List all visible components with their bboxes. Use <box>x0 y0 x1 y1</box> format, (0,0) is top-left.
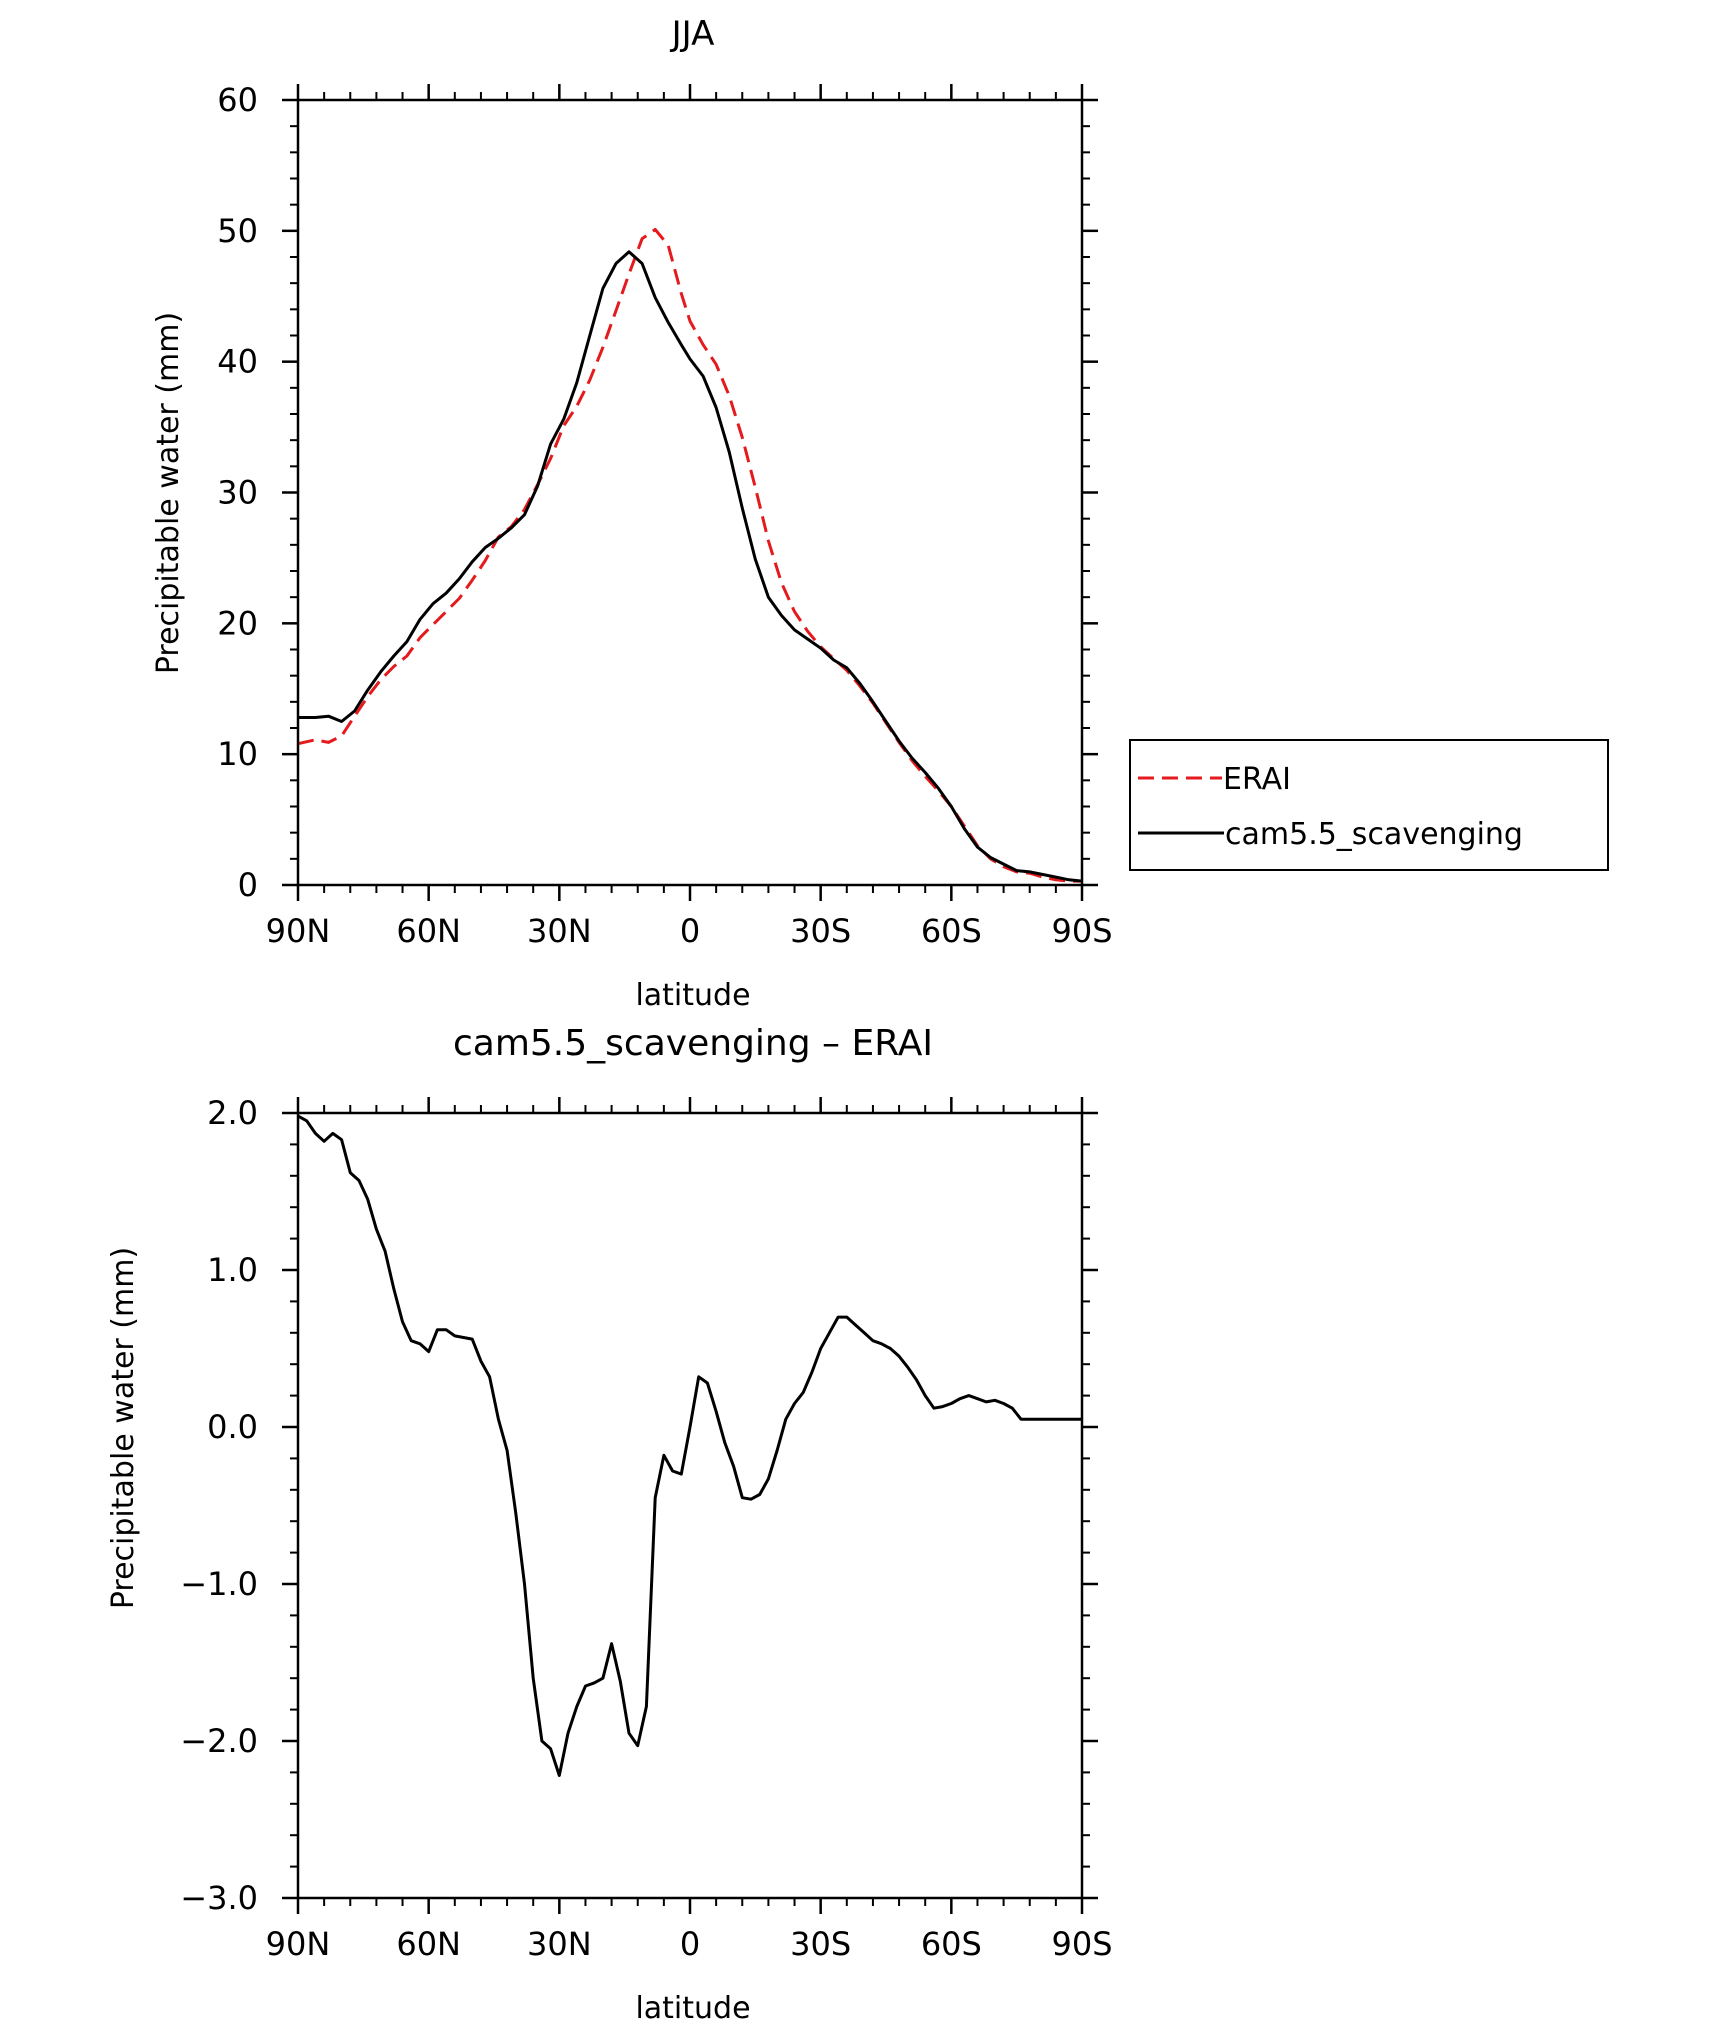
bottom-x-tick-label: 90S <box>1051 1925 1112 1963</box>
top-series-line-cam5-5-scavenging <box>298 250 1083 883</box>
top-x-axis-label: latitude <box>635 978 750 1013</box>
top-x-tick-label: 60S <box>921 912 982 950</box>
top-y-tick-label: 20 <box>217 604 258 642</box>
bottom-y-tick-label: −3.0 <box>180 1879 258 1917</box>
top-y-tick-label: 60 <box>217 81 258 119</box>
top-y-tick-label: 30 <box>217 474 258 512</box>
top-chart-title: JJA <box>670 14 715 54</box>
bottom-plot-frame <box>296 1111 1084 1900</box>
top-y-tick-label: 10 <box>217 735 258 773</box>
bottom-y-tick-label: 0.0 <box>207 1408 258 1446</box>
legend-erai-label: ERAI <box>1223 762 1291 797</box>
bottom-x-tick-label: 0 <box>680 1925 700 1963</box>
bottom-x-tick-label: 90N <box>266 1925 331 1963</box>
top-series-line-erai <box>297 228 1082 883</box>
bottom-x-tick-label: 30N <box>527 1925 592 1963</box>
legend-box <box>1129 739 1609 871</box>
bottom-y-tick-label: −2.0 <box>180 1722 258 1760</box>
top-y-axis-label: Precipitable water (mm) <box>151 312 186 674</box>
bottom-x-tick-label: 30S <box>790 1925 851 1963</box>
top-x-tick-label: 30S <box>790 912 851 950</box>
top-x-tick-label: 90S <box>1051 912 1112 950</box>
bottom-x-axis-label: latitude <box>635 1991 750 2021</box>
top-y-tick-label: 50 <box>217 212 258 250</box>
bottom-x-tick-label: 60N <box>396 1925 461 1963</box>
bottom-series-line-difference <box>297 1114 1082 1777</box>
bottom-x-tick-label: 60S <box>921 1925 982 1963</box>
bottom-y-tick-label: −1.0 <box>180 1565 258 1603</box>
bottom-panel: cam5.5_scavenging – ERAI latitude Precip… <box>106 1023 1113 2021</box>
top-x-tick-label: 90N <box>266 912 331 950</box>
top-x-tick-label: 60N <box>396 912 461 950</box>
legend-cam-label: cam5.5_scavenging <box>1225 817 1523 852</box>
bottom-y-axis-label: Precipitable water (mm) <box>106 1247 141 1609</box>
top-y-tick-label: 0 <box>238 866 258 904</box>
top-plot-frame <box>296 98 1084 887</box>
bottom-y-tick-label: 1.0 <box>207 1251 258 1289</box>
top-x-tick-label: 30N <box>527 912 592 950</box>
bottom-chart-title: cam5.5_scavenging – ERAI <box>453 1023 933 1064</box>
top-x-tick-label: 0 <box>680 912 700 950</box>
top-y-tick-label: 40 <box>217 343 258 381</box>
legend: ERAI cam5.5_scavenging <box>1129 739 1609 871</box>
top-panel: JJA latitude Precipitable water (mm) 90N… <box>151 14 1113 1013</box>
bottom-y-tick-label: 2.0 <box>207 1094 258 1132</box>
